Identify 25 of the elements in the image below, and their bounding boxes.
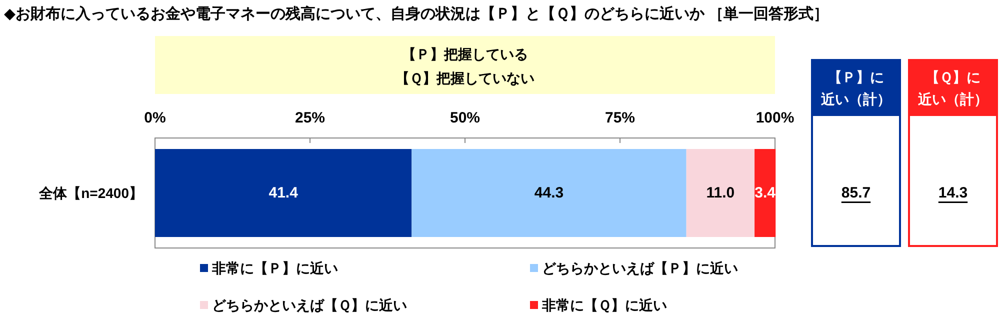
- text: 【Ｑ】把握していない: [396, 70, 534, 86]
- x-tick-label: 50%: [450, 110, 480, 126]
- legend-label: どちらかといえば【Ｑ】に近い: [212, 297, 407, 313]
- text: 【Ｐ】に近い（計）: [820, 69, 891, 107]
- text: 85.7: [841, 184, 871, 202]
- x-tick-label: 0%: [144, 110, 166, 126]
- bar: [754, 149, 776, 237]
- legend-label: 非常に【Ｑ】に近い: [541, 297, 667, 313]
- data-label: 11.0: [706, 184, 735, 202]
- y-tick-label: 全体【n=2400】: [38, 185, 143, 201]
- chart-title: ◆お財布に入っているお金や電子マネーの残高について、自身の状況は【Ｐ】と【Ｑ】のどちらに近いか ［単一回答形式］: [4, 4, 829, 22]
- x-tick-label: 75%: [604, 110, 636, 126]
- bar: [412, 149, 686, 237]
- legend-label: どちらかといえば【Ｐ】に近い: [542, 260, 738, 276]
- legend-label: 非常に【Ｐ】に近い: [211, 260, 338, 276]
- data-label: 41.4: [268, 184, 299, 202]
- text: 【Ｑ】に近い（計）: [917, 69, 988, 107]
- text: 14.3: [938, 184, 968, 202]
- data-label: 44.3: [534, 184, 564, 202]
- bar: [155, 149, 412, 237]
- x-tick-label: 25%: [294, 110, 326, 126]
- x-tick-label: 100%: [756, 110, 794, 126]
- data-label: 3.4: [754, 184, 776, 202]
- text: 【Ｐ】把握している: [402, 46, 528, 62]
- bar: [686, 149, 755, 237]
